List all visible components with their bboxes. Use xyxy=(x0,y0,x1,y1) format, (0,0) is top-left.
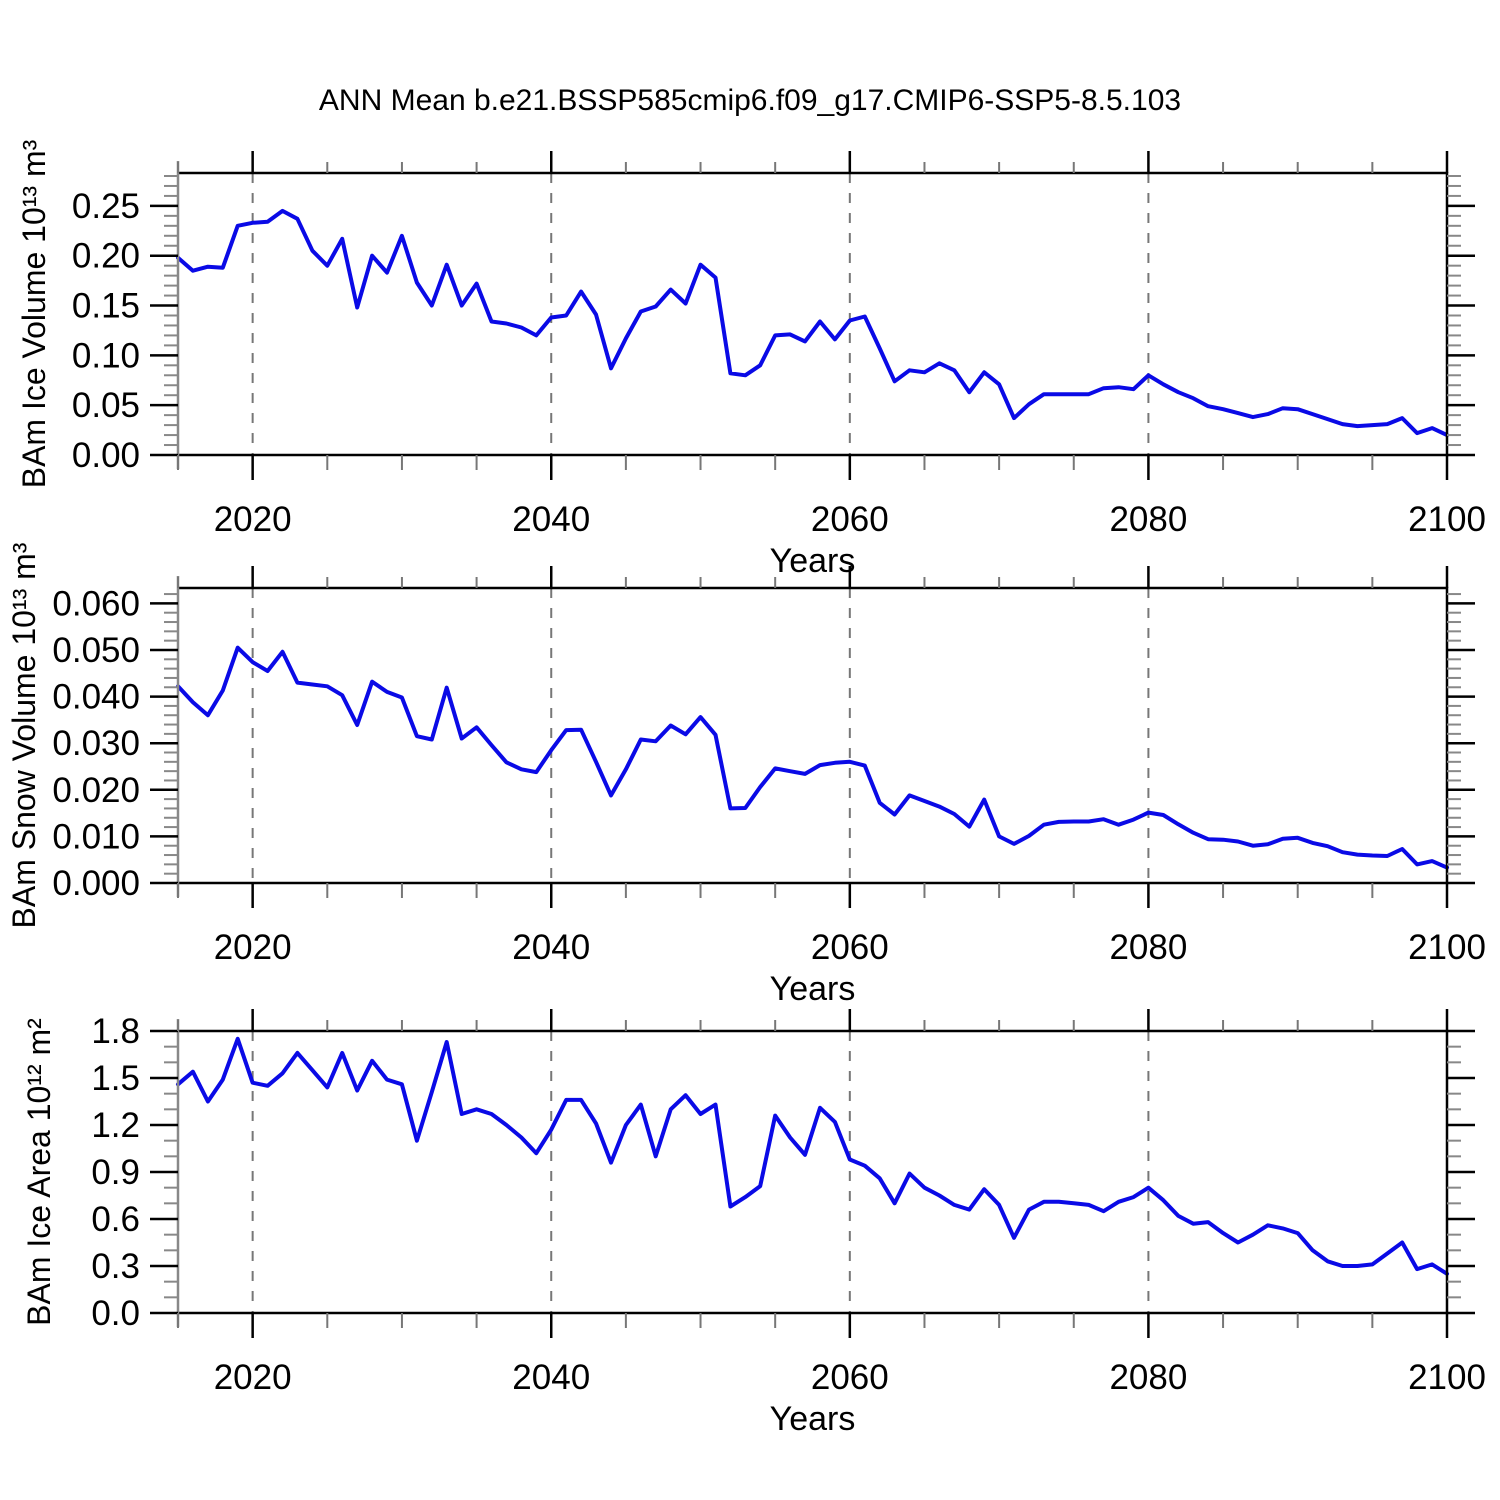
plot-frame xyxy=(178,586,1449,885)
y-tick-label: 0.10 xyxy=(72,336,140,375)
plot-frame xyxy=(178,171,1449,457)
y-axis-title: BAm Ice Area 10¹² m² xyxy=(21,1018,57,1326)
y-tick-label: 0.040 xyxy=(52,678,140,717)
y-tick-label: 0.20 xyxy=(72,237,140,276)
x-tick-label: 2100 xyxy=(1408,500,1486,539)
series-line-bam-snow-volume xyxy=(176,645,1449,870)
x-tick-label: 2020 xyxy=(214,1358,292,1397)
series-line-bam-ice-area xyxy=(176,1036,1449,1276)
y-tick-label: 0.010 xyxy=(52,817,140,856)
x-tick-label: 2100 xyxy=(1408,1358,1486,1397)
x-tick-label: 2100 xyxy=(1408,928,1486,967)
y-tick-label: 0.000 xyxy=(52,864,140,903)
y-tick-label: 0.030 xyxy=(52,724,140,763)
y-tick-label: 0.00 xyxy=(72,436,140,475)
x-tick-label: 2040 xyxy=(512,1358,590,1397)
y-tick-label: 0.060 xyxy=(52,584,140,623)
series-line-bam-ice-volume xyxy=(176,208,1449,438)
y-tick-label: 0.05 xyxy=(72,386,140,425)
x-axis-title: Years xyxy=(770,1400,856,1438)
y-axis-title: BAm Ice Volume 10¹³ m³ xyxy=(16,139,52,488)
x-tick-label: 2020 xyxy=(214,928,292,967)
y-tick-label: 0.6 xyxy=(91,1200,140,1239)
x-axis-title: Years xyxy=(770,970,856,1008)
x-axis-title: Years xyxy=(770,542,856,580)
chart-title: ANN Mean b.e21.BSSP585cmip6.f09_g17.CMIP… xyxy=(318,84,1182,117)
y-tick-label: 1.2 xyxy=(91,1106,140,1145)
x-tick-label: 2060 xyxy=(811,1358,889,1397)
x-tick-label: 2060 xyxy=(811,928,889,967)
x-tick-label: 2040 xyxy=(512,928,590,967)
x-tick-label: 2040 xyxy=(512,500,590,539)
x-tick-label: 2080 xyxy=(1109,500,1187,539)
y-tick-label: 0.0 xyxy=(91,1294,140,1333)
y-tick-label: 1.5 xyxy=(91,1059,140,1098)
x-tick-label: 2080 xyxy=(1109,928,1187,967)
y-tick-label: 0.050 xyxy=(52,631,140,670)
y-axis-title: BAm Snow Volume 10¹³ m³ xyxy=(6,542,42,928)
y-tick-label: 0.9 xyxy=(91,1153,140,1192)
y-tick-label: 1.8 xyxy=(91,1012,140,1051)
y-tick-label: 0.3 xyxy=(91,1247,140,1286)
x-tick-label: 2080 xyxy=(1109,1358,1187,1397)
y-tick-label: 0.25 xyxy=(72,187,140,226)
x-tick-label: 2060 xyxy=(811,500,889,539)
x-tick-label: 2020 xyxy=(214,500,292,539)
y-tick-label: 0.020 xyxy=(52,771,140,810)
y-tick-label: 0.15 xyxy=(72,287,140,326)
plot-frame xyxy=(178,1029,1449,1315)
